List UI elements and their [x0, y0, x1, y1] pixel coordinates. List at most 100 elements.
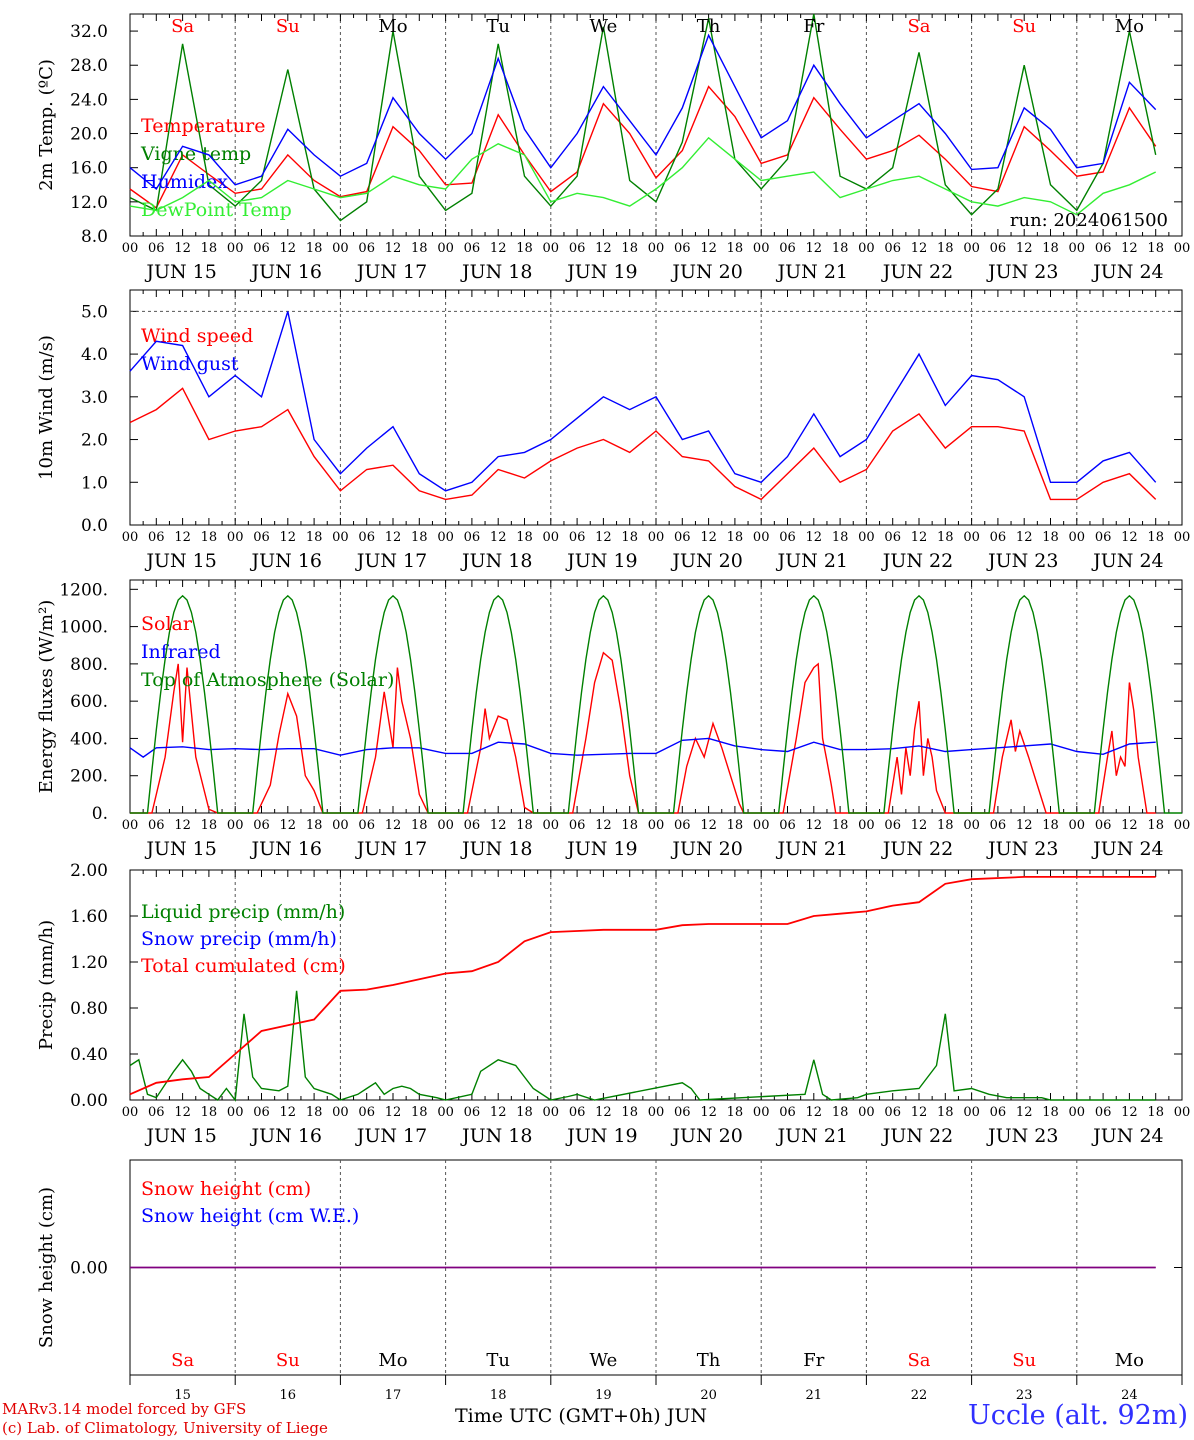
weekday-label: Mo: [1115, 1350, 1144, 1371]
hour-tick-label: 12: [700, 241, 717, 256]
hour-tick-label: 12: [280, 241, 297, 256]
hour-tick-label: 00: [753, 241, 770, 256]
y-axis-title: Energy fluxes (W/m²): [36, 600, 57, 794]
weekday-label: Fr: [803, 1350, 824, 1371]
hour-tick-label: 06: [148, 530, 165, 545]
hour-tick-label: 00: [122, 530, 139, 545]
y-tick-label: 0.0: [81, 516, 108, 536]
hour-tick-label: 12: [490, 530, 507, 545]
hour-tick-label: 12: [595, 241, 612, 256]
legend-entry: Top of Atmosphere (Solar): [141, 669, 394, 691]
hour-tick-label: 18: [937, 241, 954, 256]
date-label: JUN 19: [565, 1125, 637, 1147]
hour-tick-label: 00: [543, 818, 560, 833]
hour-tick-label: 06: [358, 1105, 375, 1120]
hour-tick-label: 06: [990, 818, 1007, 833]
hour-tick-label: 06: [253, 530, 270, 545]
y-tick-label: 0.80: [70, 999, 108, 1019]
hour-tick-label: 06: [569, 241, 586, 256]
date-label: JUN 22: [881, 550, 953, 572]
series-line: [129, 13, 1157, 222]
hour-tick-label: 12: [174, 1105, 191, 1120]
y-tick-label: 32.0: [70, 22, 108, 42]
y-axis-title: 2m Temp. (ºC): [36, 59, 57, 191]
panel-3: 0. 200. 400. 600. 800. 1000. 1200.Energy fluxe…: [36, 579, 1190, 860]
hour-tick-label: 12: [806, 530, 823, 545]
series-line: [129, 990, 1156, 1102]
date-label: JUN 21: [776, 550, 848, 572]
hour-tick-label: 00: [332, 1105, 349, 1120]
hour-tick-label: 06: [148, 818, 165, 833]
hour-tick-label: 18: [411, 818, 428, 833]
date-label: JUN 22: [881, 838, 953, 860]
hour-tick-label: 00: [332, 241, 349, 256]
y-axis-title: Snow height (cm): [36, 1187, 57, 1348]
hour-tick-label: 12: [174, 818, 191, 833]
date-label: JUN 17: [355, 261, 427, 283]
weekday-label: Tu: [486, 16, 510, 37]
hour-tick-label: 18: [1147, 818, 1164, 833]
y-tick-label: 1000.: [59, 618, 108, 638]
hour-tick-label: 06: [779, 241, 796, 256]
y-tick-label: 0.00: [70, 1259, 108, 1279]
y-tick-label: 16.0: [70, 159, 108, 179]
hour-tick-label: 18: [1147, 1105, 1164, 1120]
y-tick-label: 400.: [70, 729, 108, 749]
hour-tick-label: 00: [753, 530, 770, 545]
hour-tick-label: 18: [1042, 530, 1059, 545]
hour-tick-label: 06: [253, 818, 270, 833]
date-label: JUN 17: [355, 550, 427, 572]
hour-tick-label: 18: [516, 241, 533, 256]
hour-tick-label: 18: [1042, 241, 1059, 256]
hour-tick-label: 06: [1095, 241, 1112, 256]
hour-tick-label: 12: [806, 1105, 823, 1120]
hour-tick-label: 00: [1069, 818, 1086, 833]
date-label: JUN 18: [460, 1125, 532, 1147]
panel-1: 8.0 12.0 16.0 20.0 24.0 28.0 32.0 2m Temp. (ºC)…: [36, 13, 1191, 283]
hour-tick-label: 00: [753, 1105, 770, 1120]
series-line: [129, 85, 1157, 209]
y-tick-label: 1.20: [70, 953, 108, 973]
hour-tick-label: 12: [1016, 241, 1033, 256]
hour-tick-label: 18: [621, 818, 638, 833]
y-axis-title: Precip (mm/h): [36, 920, 57, 1050]
date-label: JUN 23: [986, 550, 1058, 572]
hour-tick-label: 12: [1016, 530, 1033, 545]
hour-tick-label: 00: [1174, 241, 1191, 256]
weekday-label: Fr: [803, 16, 824, 37]
hour-tick-label: 06: [884, 241, 901, 256]
hour-tick-label: 00: [858, 818, 875, 833]
hour-tick-label: 12: [595, 818, 612, 833]
hour-tick-label: 00: [543, 1105, 560, 1120]
hour-tick-label: 18: [306, 1105, 323, 1120]
hour-tick-label: 18: [1042, 818, 1059, 833]
date-label: JUN 17: [355, 838, 427, 860]
date-label: JUN 21: [776, 838, 848, 860]
date-label: JUN 22: [881, 1125, 953, 1147]
date-label: JUN 15: [144, 550, 216, 572]
hour-tick-label: 12: [806, 818, 823, 833]
hour-tick-label: 18: [516, 530, 533, 545]
hour-tick-label: 18: [306, 530, 323, 545]
hour-tick-label: 06: [253, 1105, 270, 1120]
hour-tick-label: 12: [911, 1105, 928, 1120]
hour-tick-label: 18: [516, 1105, 533, 1120]
hour-tick-label: 06: [464, 1105, 481, 1120]
hour-tick-label: 18: [411, 530, 428, 545]
weekday-label: Sa: [907, 1350, 930, 1371]
hour-tick-label: 18: [201, 530, 218, 545]
hour-tick-label: 06: [358, 241, 375, 256]
hour-tick-label: 18: [832, 241, 849, 256]
date-label: JUN 16: [250, 1125, 322, 1147]
hour-tick-label: 06: [779, 1105, 796, 1120]
hour-tick-label: 12: [385, 241, 402, 256]
hour-tick-label: 12: [385, 1105, 402, 1120]
hour-tick-label: 06: [253, 241, 270, 256]
hour-tick-label: 06: [569, 818, 586, 833]
y-tick-label: 2.0: [81, 431, 108, 451]
hour-tick-label: 12: [385, 818, 402, 833]
hour-tick-label: 00: [1174, 530, 1191, 545]
day-number: 22: [911, 1388, 928, 1403]
hour-tick-label: 12: [385, 530, 402, 545]
